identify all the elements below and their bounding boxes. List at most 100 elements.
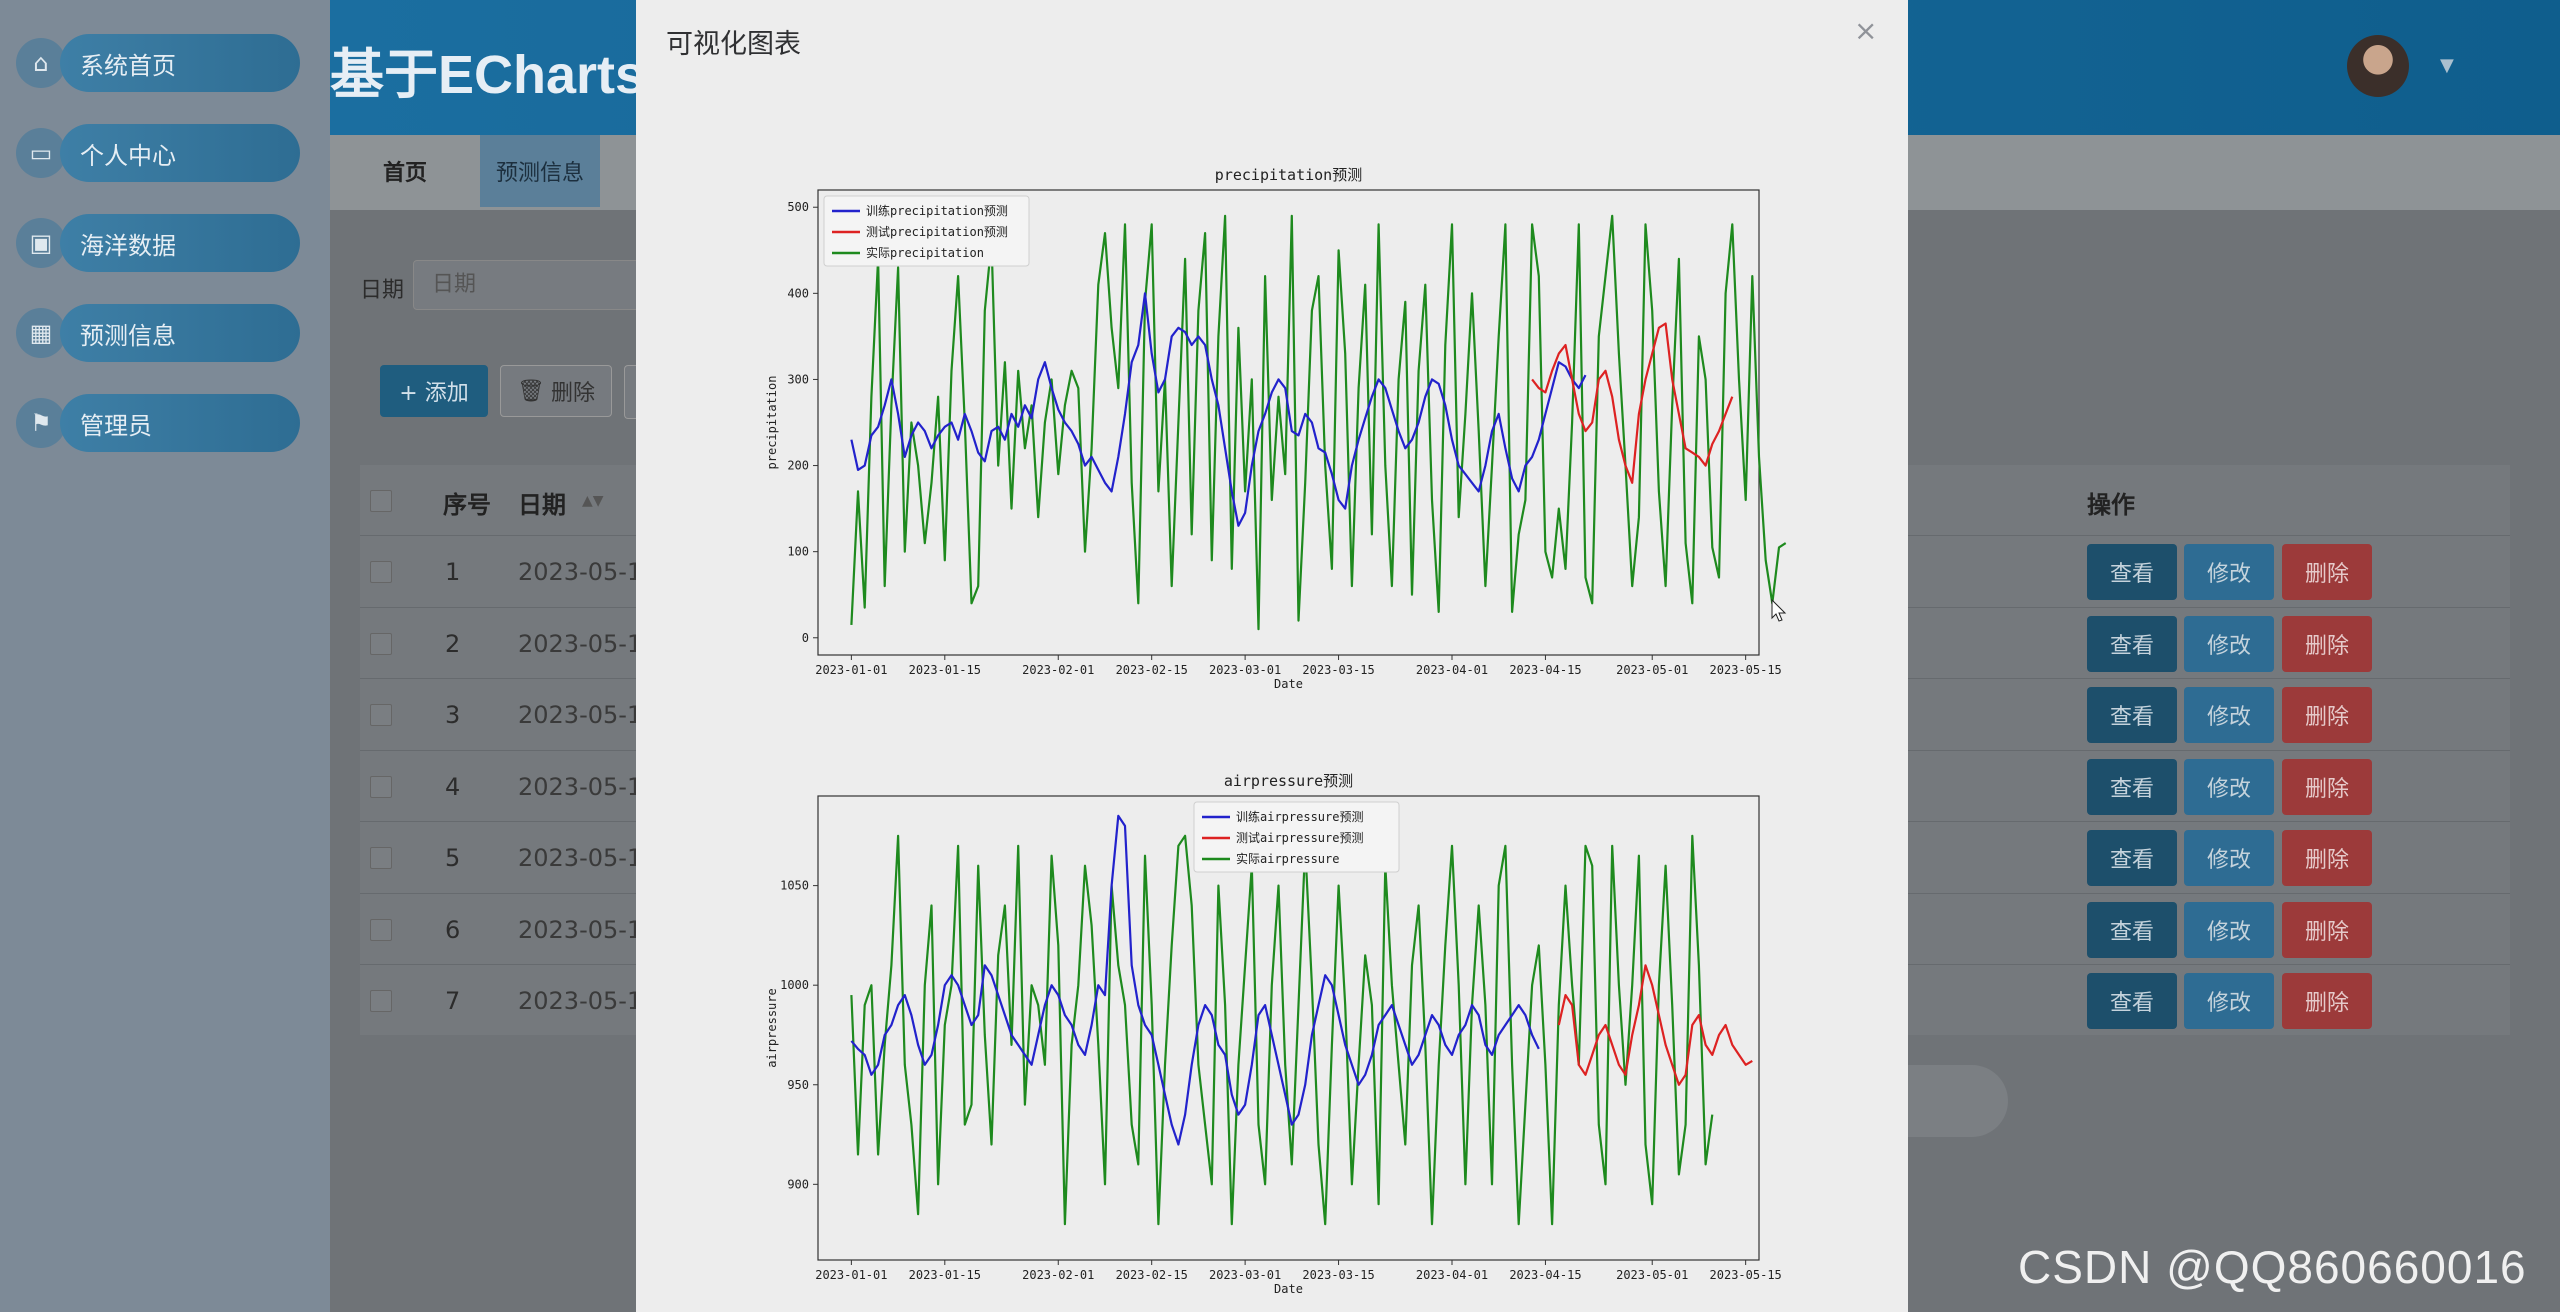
brand-title: 基于ECharts [330, 45, 646, 105]
row-checkbox[interactable] [370, 990, 392, 1012]
row-date: 2023-05-1 [518, 558, 643, 586]
x-tick-label: 2023-02-01 [1022, 663, 1094, 677]
tab-prediction[interactable]: 预测信息 [480, 135, 600, 207]
x-tick-label: 2023-02-15 [1116, 1268, 1188, 1282]
delete-button[interactable]: 删除 [2282, 615, 2372, 672]
view-button[interactable]: 查看 [2087, 615, 2177, 672]
row-index: 3 [445, 701, 461, 729]
row-index: 6 [445, 915, 461, 944]
x-tick-label: 2023-02-15 [1116, 663, 1188, 677]
header-index: 序号 [443, 491, 491, 519]
sidebar-item-admin[interactable]: ⚑ 管理员 [16, 392, 306, 454]
view-button[interactable]: 查看 [2087, 544, 2177, 600]
chart-title: precipitation预测 [1215, 166, 1362, 184]
delete-button[interactable]: 删除 [2282, 901, 2372, 958]
user-avatar[interactable] [2347, 35, 2409, 97]
close-icon[interactable]: × [1854, 14, 1878, 47]
view-button[interactable]: 查看 [2087, 830, 2177, 886]
sidebar-item-label: 管理员 [60, 394, 300, 452]
row-date: 2023-05-1 [518, 844, 643, 872]
legend-label: 测试airpressure预测 [1236, 830, 1363, 845]
sidebar-item-home[interactable]: ⌂ 系统首页 [16, 32, 306, 94]
x-tick-label: 2023-05-15 [1710, 663, 1782, 677]
table-header: 序号 日期 ▲▼ 操作 [360, 465, 2510, 535]
table-row: 3 2023-05-1 查看 修改 删除 [360, 678, 2510, 750]
delete-button[interactable]: 删除 [2282, 544, 2372, 600]
table-row: 5 2023-05-1 查看 修改 删除 [360, 821, 2510, 893]
view-button[interactable]: 查看 [2087, 687, 2177, 743]
edit-button[interactable]: 修改 [2184, 687, 2274, 743]
sidebar-item-label: 海洋数据 [60, 214, 300, 272]
add-button[interactable]: + 添加 [380, 365, 488, 417]
chart-modal: 可视化图表 × precipitation预测 0 100 200 300 400 500 2… [636, 0, 1908, 1312]
wallet-icon: ▭ [16, 128, 66, 178]
sort-icon[interactable]: ▲▼ [582, 493, 604, 509]
sidebar-item-label: 个人中心 [60, 124, 300, 182]
x-tick-label: 2023-03-15 [1302, 663, 1374, 677]
view-button[interactable]: 查看 [2087, 973, 2177, 1029]
series-line-2 [850, 214, 1787, 631]
y-tick-label: 950 [787, 1078, 809, 1092]
chevron-down-icon[interactable]: ▼ [2440, 55, 2454, 76]
edit-button[interactable]: 修改 [2184, 615, 2274, 672]
sidebar-item-profile[interactable]: ▭ 个人中心 [16, 122, 306, 184]
x-tick-label: 2023-01-15 [909, 1268, 981, 1282]
select-all-checkbox[interactable] [370, 490, 392, 512]
x-tick-label: 2023-04-01 [1416, 663, 1488, 677]
series-line-2 [850, 834, 1714, 1226]
edit-button[interactable]: 修改 [2184, 973, 2274, 1029]
row-checkbox[interactable] [370, 918, 392, 941]
x-tick-label: 2023-03-01 [1209, 1268, 1281, 1282]
edit-button[interactable]: 修改 [2184, 901, 2274, 958]
x-tick-label: 2023-05-15 [1710, 1268, 1782, 1282]
row-checkbox[interactable] [370, 632, 392, 655]
y-tick-label: 1000 [780, 978, 809, 992]
y-axis-label: precipitation [765, 376, 779, 470]
delete-button[interactable]: 删除 [2282, 758, 2372, 815]
row-index: 4 [445, 772, 461, 801]
sidebar-item-label: 预测信息 [60, 304, 300, 362]
y-tick-label: 0 [802, 631, 809, 645]
delete-button[interactable]: 删除 [2282, 973, 2372, 1029]
edit-button[interactable]: 修改 [2184, 830, 2274, 886]
row-date: 2023-05-1 [518, 772, 643, 801]
y-tick-label: 300 [787, 372, 809, 386]
row-index: 2 [445, 629, 461, 658]
more-button[interactable] [624, 365, 637, 419]
legend-box [823, 195, 1030, 267]
row-checkbox[interactable] [370, 561, 392, 583]
cursor-icon [1771, 598, 1787, 622]
row-date: 2023-05-1 [518, 629, 643, 658]
header-date[interactable]: 日期 [518, 491, 566, 519]
row-checkbox[interactable] [370, 775, 392, 798]
home-icon: ⌂ [16, 38, 66, 88]
modal-title: 可视化图表 [666, 29, 801, 60]
watermark: CSDN @QQ860660016 [2018, 1241, 2527, 1293]
row-date: 2023-05-1 [518, 987, 643, 1015]
row-index: 1 [445, 558, 461, 586]
date-filter-input[interactable]: 日期 [413, 260, 643, 310]
row-checkbox[interactable] [370, 704, 392, 726]
y-axis-label: airpressure [765, 988, 779, 1067]
sidebar-item-prediction[interactable]: ▦ 预测信息 [16, 302, 306, 364]
row-checkbox[interactable] [370, 847, 392, 869]
batch-delete-button[interactable]: 🗑 删除 [500, 365, 612, 417]
chart-0: precipitation预测 0 100 200 300 400 500 2023-01-0… [765, 166, 1787, 691]
chart-1: airpressure预测 900 950 1000 1050 2023-01-01 202… [765, 772, 1782, 1296]
delete-button[interactable]: 删除 [2282, 830, 2372, 886]
series-line-0 [850, 292, 1587, 527]
tab-home[interactable]: 首页 [382, 161, 427, 186]
legend-label: 实际precipitation [866, 245, 984, 260]
view-button[interactable]: 查看 [2087, 901, 2177, 958]
sidebar-item-ocean-data[interactable]: ▣ 海洋数据 [16, 212, 306, 274]
delete-button[interactable]: 删除 [2282, 687, 2372, 743]
sidebar: ⌂ 系统首页 ▭ 个人中心 ▣ 海洋数据 ▦ 预测信息 ⚑ 管理员 [0, 0, 330, 1312]
y-tick-label: 900 [787, 1177, 809, 1191]
edit-button[interactable]: 修改 [2184, 758, 2274, 815]
x-tick-label: 2023-05-01 [1616, 663, 1688, 677]
view-button[interactable]: 查看 [2087, 758, 2177, 815]
clipboard-icon: ▣ [16, 218, 66, 268]
edit-button[interactable]: 修改 [2184, 544, 2274, 600]
legend-box [1193, 801, 1400, 873]
